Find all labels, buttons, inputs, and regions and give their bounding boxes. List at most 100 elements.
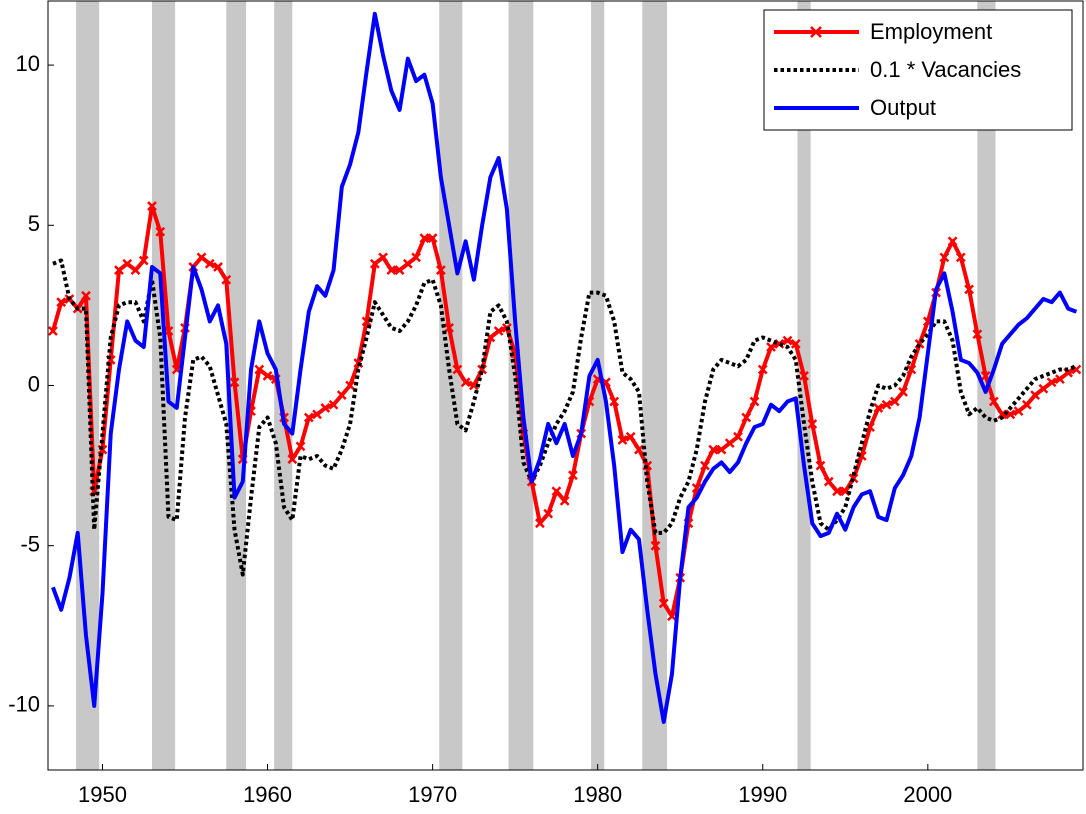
series-marker — [700, 460, 710, 471]
series-marker — [724, 438, 735, 449]
legend-label: 0.1 * Vacancies — [870, 57, 1021, 82]
series-marker — [122, 258, 133, 269]
series-marker — [873, 403, 884, 413]
series-marker — [667, 611, 677, 622]
series-marker — [609, 396, 620, 407]
x-tick-label: 1960 — [243, 782, 292, 807]
series-marker — [394, 265, 405, 276]
series-marker — [1021, 399, 1032, 410]
series-marker — [204, 258, 215, 269]
series-marker — [402, 258, 413, 269]
series-marker — [295, 441, 306, 452]
series-marker — [254, 364, 265, 375]
series-marker — [452, 364, 463, 375]
series-marker — [559, 495, 570, 506]
x-tick-label: 1980 — [573, 782, 622, 807]
y-tick-label: 5 — [28, 211, 40, 236]
series-marker — [328, 399, 339, 410]
series-marker — [939, 252, 950, 263]
series-marker — [386, 265, 397, 276]
series-marker — [617, 435, 628, 445]
series-marker — [147, 201, 157, 211]
series-marker — [56, 297, 67, 308]
series-marker — [964, 284, 974, 295]
series-marker — [419, 233, 430, 243]
series-marker — [741, 412, 752, 423]
series-marker — [889, 396, 900, 407]
series-marker — [130, 265, 141, 276]
series-line — [51, 11, 1078, 724]
x-tick-label: 1950 — [78, 782, 127, 807]
legend-marker — [810, 26, 822, 38]
series-marker — [213, 262, 223, 272]
series-marker — [947, 236, 958, 247]
series-marker — [196, 252, 207, 263]
series-marker — [336, 390, 347, 400]
series-marker — [1030, 390, 1041, 400]
series-marker — [155, 226, 166, 237]
series-marker — [906, 364, 917, 375]
series-marker — [815, 460, 826, 471]
series-marker — [81, 290, 91, 301]
series-marker — [114, 265, 124, 276]
series-marker — [955, 252, 966, 263]
series-marker — [320, 403, 331, 413]
series-marker — [823, 476, 834, 487]
series-line — [52, 258, 1078, 577]
series-marker — [345, 380, 355, 391]
series-marker — [1055, 374, 1065, 384]
series-marker — [807, 419, 818, 429]
series-marker — [411, 252, 421, 263]
series-marker — [898, 387, 908, 397]
legend-label: Output — [870, 95, 936, 120]
series-marker — [369, 258, 380, 269]
series-marker — [568, 470, 578, 481]
series-marker — [757, 364, 768, 375]
series-marker — [832, 486, 842, 497]
series-marker — [138, 255, 149, 266]
shaded-period — [642, 1, 668, 770]
series-marker — [543, 508, 554, 519]
series-marker — [881, 399, 892, 410]
series-marker — [708, 444, 719, 455]
series-marker — [378, 252, 388, 263]
series-marker — [634, 444, 644, 455]
series-marker — [427, 233, 438, 243]
series-marker — [493, 326, 504, 336]
series-marker — [972, 329, 983, 340]
series-marker — [716, 444, 727, 455]
series-marker — [229, 377, 240, 388]
shaded-period — [591, 1, 605, 770]
series-marker — [469, 380, 479, 391]
y-tick-label: -5 — [20, 532, 40, 557]
series-marker — [48, 326, 58, 336]
series-marker — [1013, 406, 1024, 417]
series-marker — [535, 518, 545, 529]
series-marker — [799, 371, 809, 381]
series-marker — [551, 486, 562, 497]
series-marker — [749, 396, 760, 407]
series-marker — [1005, 409, 1016, 420]
series-marker — [988, 396, 999, 407]
x-tick-label: 1990 — [738, 782, 787, 807]
series-marker — [650, 540, 661, 551]
y-tick-label: 10 — [16, 51, 40, 76]
y-tick-label: 0 — [28, 371, 40, 396]
series-marker — [782, 335, 793, 346]
series-marker — [980, 371, 991, 381]
series-marker — [460, 377, 471, 388]
series-marker — [733, 431, 743, 442]
series-marker — [658, 598, 669, 609]
series-marker — [1046, 377, 1057, 388]
series-marker — [262, 371, 273, 381]
series-marker — [790, 338, 801, 349]
plot-area — [48, 1, 1082, 770]
series-marker — [1038, 383, 1049, 394]
y-tick-label: -10 — [8, 692, 40, 717]
series-marker — [303, 412, 314, 423]
x-tick-label: 1970 — [408, 782, 457, 807]
legend-label: Employment — [870, 19, 992, 44]
series-marker — [312, 409, 322, 420]
